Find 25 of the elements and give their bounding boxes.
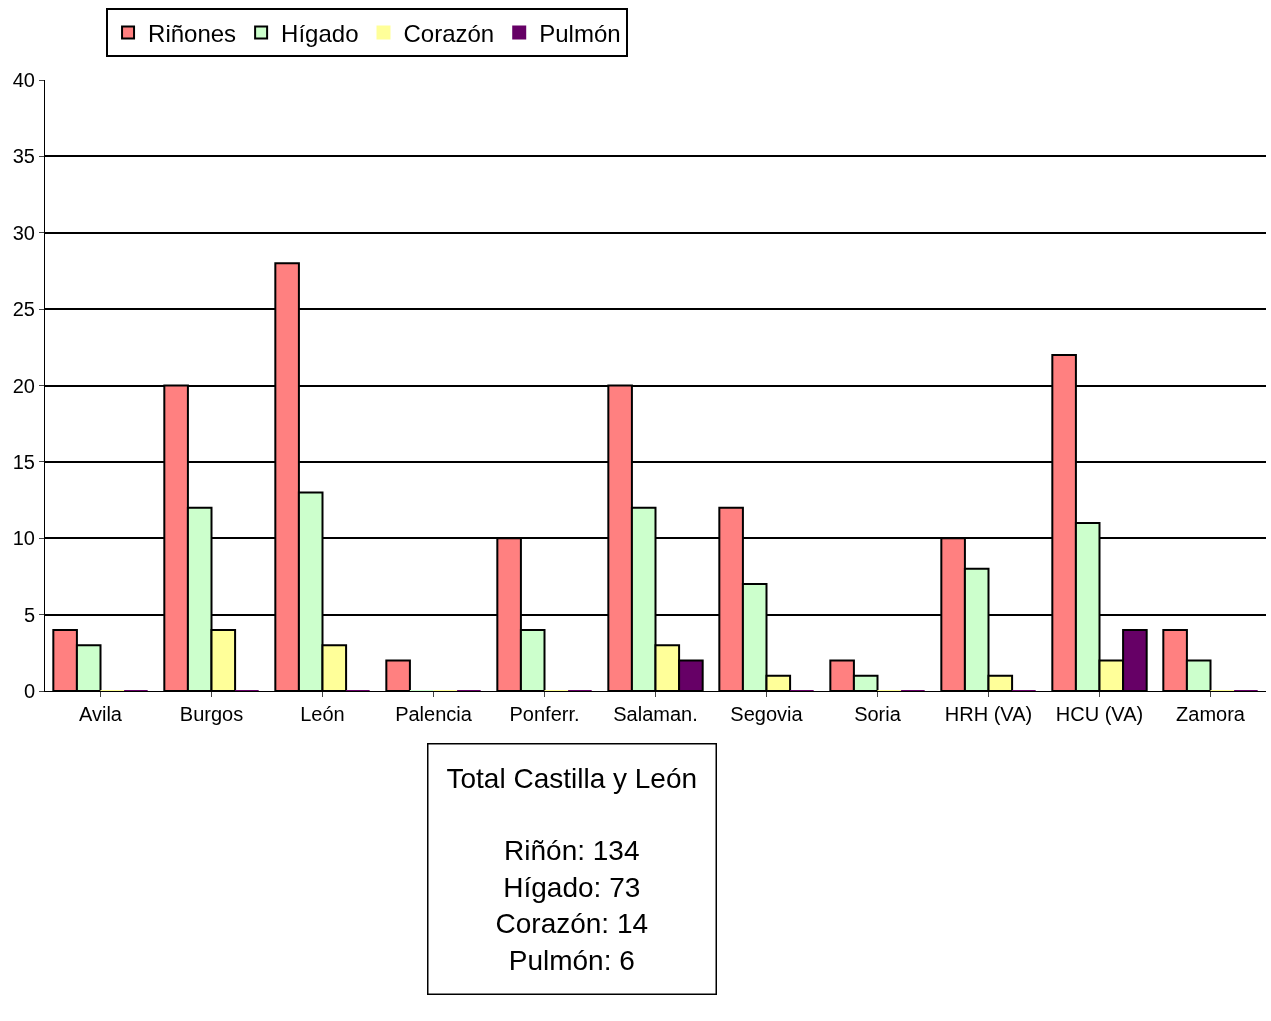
x-tick-label: Zamora [1176,703,1246,725]
x-tick-label: Avila [79,703,123,725]
x-tick-label: Segovia [730,703,804,725]
y-tick-label: 30 [12,221,35,244]
y-tick-label: 40 [12,69,35,91]
y-tick-label: 10 [12,527,35,550]
legend-label: Riñones [148,19,237,47]
y-tick-label: 20 [12,374,35,397]
x-tick-label: HRH (VA) [944,703,1033,725]
x-tick-label: Ponferr. [509,703,580,725]
legend-label: Corazón [403,19,495,47]
x-tick-label: Palencia [395,703,473,725]
y-tick-label: 5 [23,603,35,626]
y-tick-label: 25 [12,298,35,321]
x-tick-label: Burgos [179,703,244,725]
legend-label: Pulmón [539,19,621,47]
y-tick-label: 0 [23,680,35,702]
x-tick-label: Salaman. [613,703,698,725]
x-tick-label: Soria [854,703,902,725]
y-tick-label: 35 [12,145,35,168]
y-tick-label: 15 [12,450,35,473]
text: Total Castilla y León Riñón: 134 Hígado: 73 Corazón: 14 Pulmón: 6 [446,762,698,976]
x-tick-label: HCU (VA) [1055,703,1144,725]
legend-label: Hígado [281,19,359,47]
x-tick-label: León [300,703,345,725]
